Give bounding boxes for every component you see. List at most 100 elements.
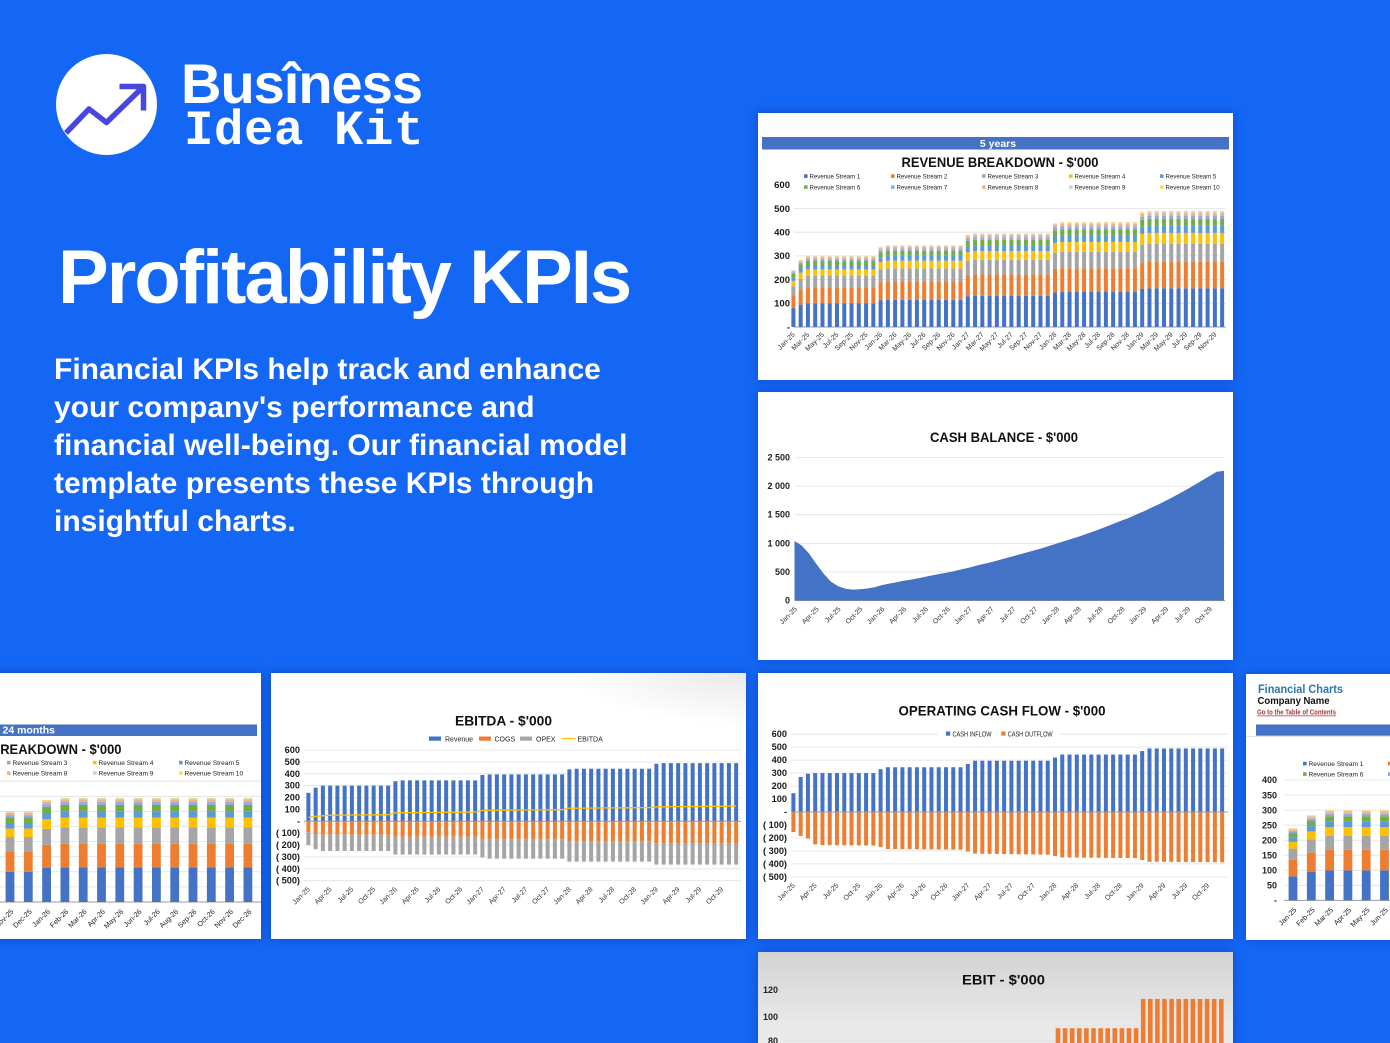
svg-text:Oct-27: Oct-27 bbox=[1019, 606, 1039, 626]
svg-text:Revenue Stream 4: Revenue Stream 4 bbox=[99, 760, 154, 767]
svg-text:( 100): ( 100) bbox=[763, 820, 787, 830]
svg-text:Aug-26: Aug-26 bbox=[157, 907, 180, 930]
svg-text:600: 600 bbox=[772, 729, 787, 739]
svg-text:Oct-28: Oct-28 bbox=[1107, 606, 1127, 626]
svg-text:Oct-29: Oct-29 bbox=[705, 886, 725, 906]
svg-text:24 months: 24 months bbox=[3, 724, 56, 736]
svg-text:( 400): ( 400) bbox=[276, 864, 300, 874]
svg-text:Jul-25: Jul-25 bbox=[822, 882, 841, 901]
svg-text:Revenue Stream 5: Revenue Stream 5 bbox=[185, 760, 240, 767]
svg-text:2 500: 2 500 bbox=[767, 453, 790, 463]
svg-text:Apr-28: Apr-28 bbox=[1060, 882, 1080, 902]
svg-text:Revenue Stream 8: Revenue Stream 8 bbox=[13, 771, 68, 778]
svg-text:Jan-29: Jan-29 bbox=[640, 886, 660, 906]
svg-text:Jan-29: Jan-29 bbox=[1128, 606, 1148, 626]
svg-text:Apr-27: Apr-27 bbox=[973, 882, 993, 902]
svg-text:300: 300 bbox=[285, 781, 300, 791]
svg-text:100: 100 bbox=[763, 1012, 778, 1022]
svg-text:Revenue Stream 6: Revenue Stream 6 bbox=[1309, 772, 1364, 779]
svg-text:Apr-27: Apr-27 bbox=[488, 886, 508, 906]
svg-text:OPEX: OPEX bbox=[536, 737, 556, 744]
svg-text:( 100): ( 100) bbox=[276, 828, 300, 838]
svg-text:Oct-26: Oct-26 bbox=[932, 606, 952, 626]
svg-text:( 300): ( 300) bbox=[276, 852, 300, 862]
svg-text:Jan-29: Jan-29 bbox=[1126, 882, 1146, 902]
svg-text:CASH BALANCE - $'000: CASH BALANCE - $'000 bbox=[930, 429, 1078, 445]
svg-text:1 000: 1 000 bbox=[767, 538, 790, 548]
svg-text:EBITDA: EBITDA bbox=[578, 737, 604, 744]
svg-text:Nov-26: Nov-26 bbox=[212, 907, 235, 930]
svg-text:Apr-26: Apr-26 bbox=[888, 606, 908, 626]
svg-text:REVENUE BREAKDOWN - $'000: REVENUE BREAKDOWN - $'000 bbox=[902, 154, 1099, 170]
svg-text:Revenue Stream 9: Revenue Stream 9 bbox=[99, 771, 154, 778]
svg-text:400: 400 bbox=[1262, 775, 1277, 785]
svg-text:500: 500 bbox=[285, 757, 300, 767]
svg-text:Jul-28: Jul-28 bbox=[1084, 882, 1103, 901]
svg-text:Mar-25: Mar-25 bbox=[1313, 905, 1335, 927]
svg-text:Revenue Stream 4: Revenue Stream 4 bbox=[1075, 174, 1126, 181]
svg-text:Jun-26: Jun-26 bbox=[122, 907, 144, 929]
svg-text:50: 50 bbox=[1267, 881, 1277, 891]
svg-text:Financial Charts: Financial Charts bbox=[1258, 682, 1343, 696]
svg-text:EBIT - $'000: EBIT - $'000 bbox=[962, 972, 1045, 988]
svg-text:400: 400 bbox=[285, 769, 300, 779]
svg-text:Apr-28: Apr-28 bbox=[575, 886, 595, 906]
svg-text:Revenue Stream 1: Revenue Stream 1 bbox=[1309, 761, 1364, 768]
svg-text:Revenue Stream 10: Revenue Stream 10 bbox=[1166, 185, 1221, 192]
svg-text:200: 200 bbox=[285, 793, 300, 803]
svg-text:COGS: COGS bbox=[495, 737, 516, 744]
svg-text:300: 300 bbox=[1262, 805, 1277, 815]
svg-text:EBITDA - $'000: EBITDA - $'000 bbox=[455, 713, 552, 729]
svg-text:Feb-25: Feb-25 bbox=[1294, 905, 1316, 927]
svg-text:Revenue: Revenue bbox=[445, 737, 473, 744]
svg-text:Oct-28: Oct-28 bbox=[618, 886, 638, 906]
svg-text:OPERATING CASH FLOW - $'000: OPERATING CASH FLOW - $'000 bbox=[899, 703, 1106, 719]
svg-text:Jan-28: Jan-28 bbox=[1041, 606, 1061, 626]
svg-text:500: 500 bbox=[774, 204, 790, 215]
svg-text:Revenue Stream 10: Revenue Stream 10 bbox=[185, 771, 244, 778]
svg-text:Jul-26: Jul-26 bbox=[424, 886, 443, 905]
svg-text:Revenue Stream 3: Revenue Stream 3 bbox=[13, 760, 68, 767]
svg-text:400: 400 bbox=[772, 755, 787, 765]
svg-text:5 years: 5 years bbox=[980, 138, 1016, 150]
svg-text:Jan-28: Jan-28 bbox=[553, 886, 573, 906]
svg-text:Jan-27: Jan-27 bbox=[951, 882, 971, 902]
svg-text:Oct-27: Oct-27 bbox=[1017, 882, 1037, 902]
svg-text:150: 150 bbox=[1262, 850, 1277, 860]
svg-text:Jul-26: Jul-26 bbox=[909, 882, 928, 901]
svg-text:CASH INFLOW: CASH INFLOW bbox=[953, 731, 992, 738]
svg-text:Dec-25: Dec-25 bbox=[11, 907, 34, 930]
svg-text:Jul-27: Jul-27 bbox=[999, 606, 1018, 625]
svg-text:Jan-25: Jan-25 bbox=[292, 886, 312, 906]
svg-text:600: 600 bbox=[774, 180, 790, 191]
svg-text:Apr-29: Apr-29 bbox=[662, 886, 682, 906]
svg-text:-: - bbox=[784, 807, 787, 817]
svg-text:Jul-29: Jul-29 bbox=[1171, 882, 1190, 901]
svg-text:( 500): ( 500) bbox=[763, 872, 787, 882]
svg-text:Revenue Stream 1: Revenue Stream 1 bbox=[810, 174, 861, 181]
svg-text:100: 100 bbox=[774, 299, 790, 310]
svg-text:500: 500 bbox=[775, 567, 790, 577]
svg-text:Jan-26: Jan-26 bbox=[864, 882, 884, 902]
svg-text:400: 400 bbox=[774, 228, 790, 239]
svg-text:Revenue Stream 9: Revenue Stream 9 bbox=[1075, 185, 1126, 192]
svg-text:Jul-26: Jul-26 bbox=[911, 606, 930, 625]
svg-text:100: 100 bbox=[285, 804, 300, 814]
svg-text:300: 300 bbox=[774, 251, 790, 262]
svg-text:Oct-25: Oct-25 bbox=[842, 882, 862, 902]
svg-text:CASH OUTFLOW: CASH OUTFLOW bbox=[1008, 731, 1053, 738]
svg-text:Jan-27: Jan-27 bbox=[466, 886, 486, 906]
svg-text:200: 200 bbox=[772, 781, 787, 791]
svg-text:250: 250 bbox=[1262, 820, 1277, 830]
svg-text:Jun-25: Jun-25 bbox=[1368, 905, 1390, 927]
svg-text:Jul-25: Jul-25 bbox=[824, 606, 843, 625]
svg-text:Oct-26: Oct-26 bbox=[930, 882, 950, 902]
svg-text:500: 500 bbox=[772, 742, 787, 752]
svg-text:Jan-25: Jan-25 bbox=[777, 882, 797, 902]
svg-text:Oct-25: Oct-25 bbox=[845, 606, 865, 626]
svg-text:Apr-27: Apr-27 bbox=[976, 606, 996, 626]
svg-text:( 500): ( 500) bbox=[276, 876, 300, 886]
svg-text:350: 350 bbox=[1262, 790, 1277, 800]
svg-text:300: 300 bbox=[772, 768, 787, 778]
svg-text:Oct-27: Oct-27 bbox=[531, 886, 551, 906]
